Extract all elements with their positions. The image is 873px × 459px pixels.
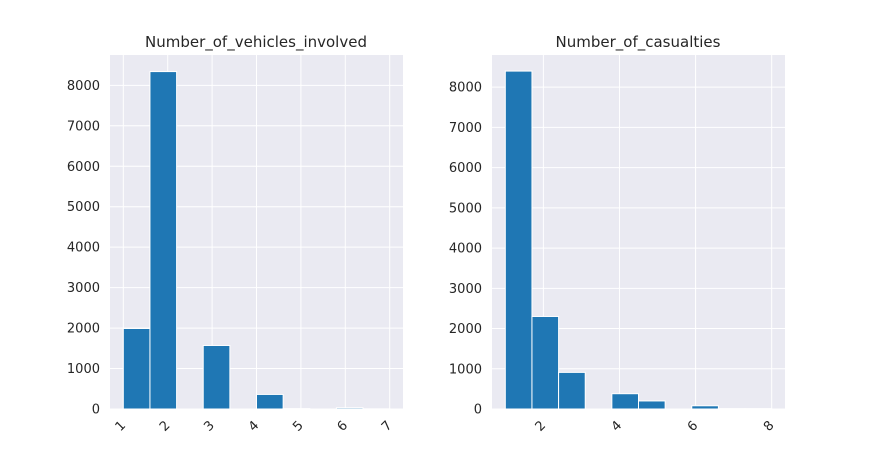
y-tick-label: 5000 bbox=[449, 201, 482, 216]
y-tick-label: 7000 bbox=[67, 119, 100, 134]
y-tick-label: 0 bbox=[474, 403, 482, 418]
histogram-bar bbox=[691, 405, 719, 410]
histogram-bar bbox=[122, 327, 151, 410]
histogram-bar bbox=[611, 393, 640, 410]
y-tick-label: 6000 bbox=[67, 160, 100, 175]
histogram-bar bbox=[202, 344, 231, 410]
histogram-bar bbox=[717, 408, 746, 410]
y-tick-label: 3000 bbox=[449, 282, 482, 297]
chart-title: Number_of_casualties bbox=[556, 33, 721, 52]
x-tick-label: 8 bbox=[761, 418, 777, 434]
histogram-bar bbox=[256, 393, 284, 410]
y-tick-label: 4000 bbox=[449, 242, 482, 257]
y-tick-label: 8000 bbox=[449, 81, 482, 96]
x-tick-label: 1 bbox=[113, 418, 129, 434]
x-tick-label: 6 bbox=[685, 418, 701, 434]
x-tick-label: 7 bbox=[379, 418, 395, 434]
x-tick-label: 4 bbox=[609, 418, 625, 434]
histogram-vehicles-involved: Number_of_vehicles_involved 0 1000 2000 300… bbox=[67, 33, 403, 435]
y-tick-label: 5000 bbox=[67, 200, 100, 215]
histogram-bar bbox=[638, 400, 666, 410]
chart-title: Number_of_vehicles_involved bbox=[145, 33, 367, 52]
x-tick-label: 2 bbox=[157, 418, 173, 434]
histogram-bar bbox=[558, 371, 586, 410]
y-tick-label: 2000 bbox=[67, 322, 100, 337]
histogram-bar bbox=[335, 407, 364, 410]
y-tick-label: 4000 bbox=[67, 241, 100, 256]
x-tick-label: 2 bbox=[533, 418, 549, 434]
x-tick-label: 6 bbox=[335, 418, 351, 434]
histogram-bar bbox=[531, 315, 560, 410]
y-tick-label: 1000 bbox=[449, 362, 482, 377]
histogram-bar bbox=[362, 408, 391, 410]
y-tick-label: 3000 bbox=[67, 281, 100, 296]
y-tick-label: 6000 bbox=[449, 161, 482, 176]
histogram-bar bbox=[149, 71, 178, 410]
x-tick-label: 5 bbox=[290, 418, 306, 434]
histogram-casualties: Number_of_casualties 0 1000 2000 3000 4000 50… bbox=[449, 33, 785, 435]
x-tick-label: 4 bbox=[246, 418, 262, 434]
y-tick-label: 2000 bbox=[449, 322, 482, 337]
histogram-bar bbox=[744, 408, 773, 410]
y-tick-label: 7000 bbox=[449, 121, 482, 136]
histogram-bar bbox=[504, 70, 533, 410]
x-tick-label: 3 bbox=[201, 418, 217, 434]
y-tick-label: 1000 bbox=[67, 362, 100, 377]
histogram-bar bbox=[282, 408, 311, 410]
y-tick-label: 8000 bbox=[67, 79, 100, 94]
y-tick-label: 0 bbox=[92, 403, 100, 418]
